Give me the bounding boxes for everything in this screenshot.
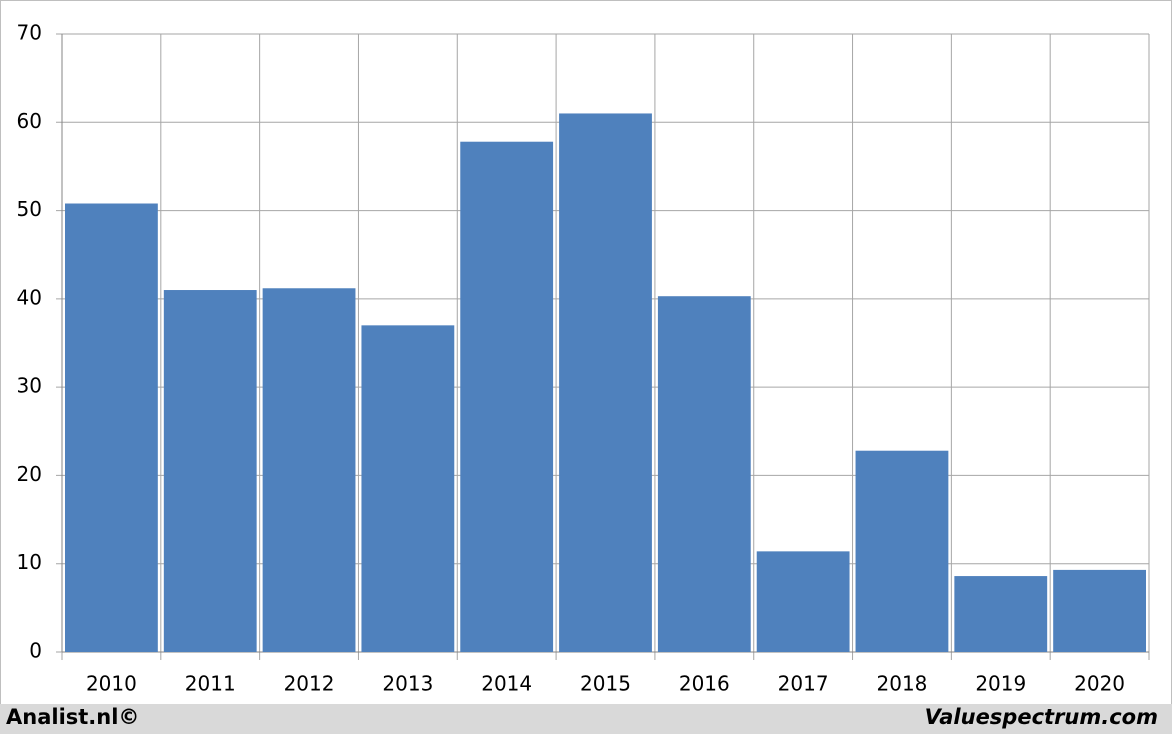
bar	[65, 203, 158, 652]
bar	[756, 551, 850, 652]
bar	[1053, 569, 1146, 652]
bar	[954, 576, 1048, 652]
footer-right: Valuespectrum.com	[925, 705, 1158, 729]
x-tick-label: 2019	[975, 672, 1026, 696]
x-tick-label: 2015	[580, 672, 631, 696]
y-tick-label: 0	[29, 639, 42, 663]
bar	[262, 288, 356, 652]
x-tick-label: 2018	[877, 672, 928, 696]
y-tick-label: 60	[17, 109, 42, 133]
footer-left: Analist.nl©	[6, 705, 139, 729]
bar	[163, 290, 257, 652]
y-tick-label: 20	[17, 462, 42, 486]
x-tick-label: 2014	[481, 672, 532, 696]
x-tick-label: 2016	[679, 672, 730, 696]
y-tick-label: 70	[17, 21, 42, 45]
y-tick-label: 10	[17, 550, 42, 574]
bar	[855, 450, 949, 652]
x-tick-label: 2010	[86, 672, 137, 696]
bar	[460, 141, 554, 653]
x-tick-label: 2020	[1074, 672, 1125, 696]
bar	[361, 325, 455, 652]
y-tick-label: 50	[17, 197, 42, 221]
bar	[657, 296, 751, 652]
x-tick-label: 2012	[284, 672, 335, 696]
y-tick-label: 40	[17, 285, 42, 309]
bar	[559, 113, 652, 652]
x-tick-label: 2013	[382, 672, 433, 696]
footer-bar	[0, 704, 1172, 734]
y-tick-label: 30	[17, 374, 42, 398]
x-tick-label: 2011	[185, 672, 236, 696]
x-tick-label: 2017	[778, 672, 829, 696]
